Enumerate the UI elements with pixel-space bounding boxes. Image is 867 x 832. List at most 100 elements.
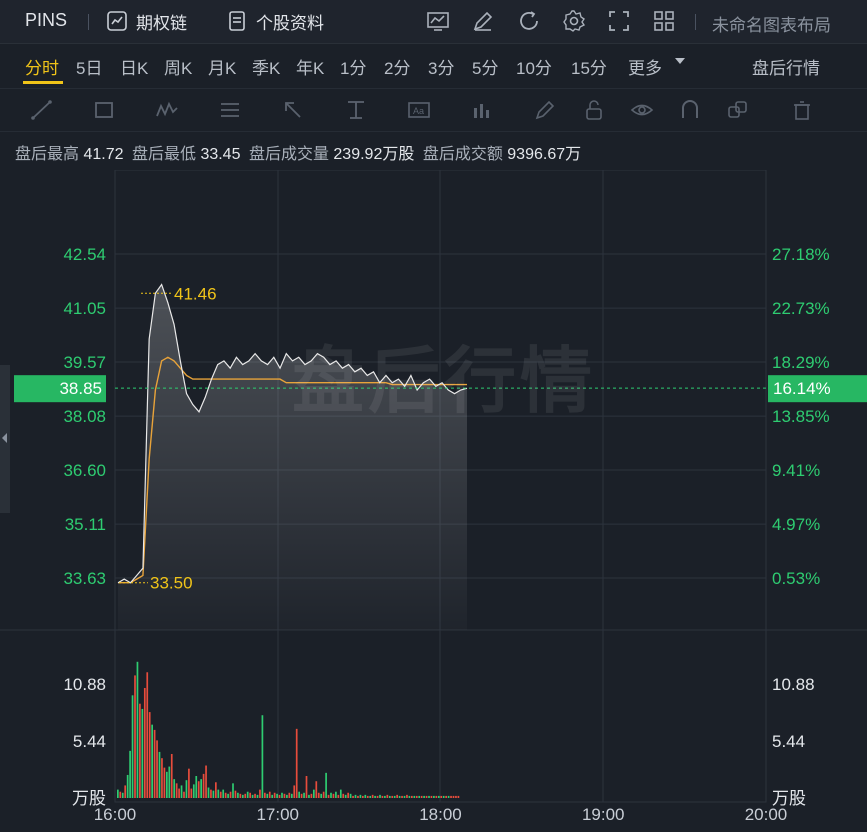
volume-bar [442, 795, 445, 798]
volume-bar [420, 795, 423, 798]
tab-period-7[interactable]: 1分 [340, 59, 367, 78]
time-tick-label: 17:00 [256, 805, 299, 824]
price-tick-label: 35.11 [65, 515, 106, 534]
volume-bar [335, 791, 337, 798]
volume-bar [388, 795, 391, 798]
rectangle-icon[interactable] [92, 98, 116, 122]
tab-period-6[interactable]: 年K [296, 59, 325, 78]
volume-bar [430, 795, 433, 798]
volume-bar [398, 795, 401, 798]
volume-bar [219, 791, 222, 798]
volume-bar [185, 780, 188, 798]
arrow-tool-icon[interactable] [281, 98, 305, 122]
price-tick-label: 38.08 [63, 407, 106, 426]
percent-tick-label: 0.53% [772, 569, 820, 588]
volume-value: 239.92万股 [333, 146, 415, 163]
volume-bar [227, 793, 229, 798]
trend-line-icon[interactable] [30, 98, 54, 122]
tab-period-11[interactable]: 10分 [516, 59, 552, 78]
ticker-symbol[interactable]: PINS [25, 10, 68, 30]
volume-bar [437, 795, 440, 798]
wave-pattern-icon[interactable] [155, 98, 179, 122]
amount-label: 盘后成交额 [422, 146, 503, 163]
high-value: 41.72 [83, 146, 124, 163]
volume-bar [153, 729, 156, 798]
side-panel-toggle[interactable] [0, 365, 10, 513]
tab-period-5[interactable]: 季K [252, 59, 281, 78]
top-toolbar: PINS 期权链 个股资料 未命名图表布局 [0, 0, 867, 44]
tab-period-3[interactable]: 周K [164, 59, 193, 78]
volume-bar [371, 794, 374, 798]
eye-icon[interactable] [630, 98, 654, 122]
low-marker-label: 33.50 [150, 574, 193, 593]
volume-bar [173, 779, 176, 798]
stock-info-button[interactable]: 个股资料 [226, 8, 324, 34]
volume-bar [447, 795, 450, 798]
settings-gear-icon[interactable] [562, 9, 586, 33]
volume-bar [256, 794, 259, 798]
fullscreen-icon[interactable] [607, 9, 631, 33]
tab-period-9[interactable]: 3分 [428, 59, 455, 78]
tab-period-13[interactable]: 更多 [628, 59, 662, 78]
percent-tick-label: 9.41% [772, 461, 820, 480]
text-tool-icon[interactable]: Aa [407, 98, 431, 122]
tab-period-12[interactable]: 15分 [571, 59, 607, 78]
volume-bar [452, 795, 455, 798]
layout-grid-icon[interactable] [652, 9, 676, 33]
volume-bar [337, 794, 340, 798]
divider [88, 14, 89, 30]
measure-icon[interactable] [344, 98, 368, 122]
indicator-chart-icon[interactable] [426, 9, 450, 33]
watermark: 盘后行情 [292, 342, 597, 422]
fibonacci-icon[interactable] [218, 98, 242, 122]
volume-bar [131, 695, 134, 798]
trash-icon[interactable] [790, 98, 814, 122]
volume-bar [320, 793, 323, 798]
magnet-icon[interactable] [678, 98, 702, 122]
volume-bar [359, 794, 362, 798]
refresh-icon[interactable] [517, 9, 541, 33]
volume-bar [298, 791, 300, 798]
edit-icon[interactable] [471, 9, 495, 33]
volume-bar [168, 766, 171, 798]
volume-bar [322, 791, 325, 798]
volume-bar [163, 767, 166, 798]
tab-period-1[interactable]: 5日 [76, 59, 103, 78]
amount-value: 9396.67万 [507, 146, 582, 163]
chevron-left-icon [2, 433, 7, 443]
tab-period-10[interactable]: 5分 [472, 59, 499, 78]
volume-bar [457, 795, 460, 798]
volume-bars-icon[interactable] [470, 98, 494, 122]
lock-icon[interactable] [582, 98, 606, 122]
volume-bar [207, 787, 210, 798]
volume-bar [158, 751, 161, 798]
after-hours-dropdown[interactable]: 盘后行情 [752, 59, 820, 78]
volume-bar [178, 788, 180, 798]
time-tick-label: 18:00 [419, 805, 462, 824]
volume-bar [170, 753, 173, 798]
volume-bar [369, 795, 372, 798]
volume-bar [266, 793, 269, 798]
volume-bar [246, 791, 249, 798]
chart-layout-name[interactable]: 未命名图表布局 [712, 16, 831, 35]
volume-bar [342, 793, 345, 798]
tab-period-4[interactable]: 月K [208, 59, 237, 78]
layers-icon[interactable] [726, 98, 750, 122]
volume-bar [327, 794, 330, 798]
volume-bar [396, 794, 398, 798]
tab-period-0[interactable]: 分时 [25, 59, 59, 78]
options-chain-button[interactable]: 期权链 [106, 8, 187, 34]
tab-period-2[interactable]: 日K [120, 59, 149, 78]
chevron-down-icon[interactable] [675, 58, 685, 64]
volume-bar [117, 789, 119, 798]
volume-tick-label: 5.44 [73, 732, 106, 751]
high-marker-label: 41.46 [174, 284, 217, 303]
volume-bar [124, 785, 127, 798]
intraday-chart[interactable]: 42.54 27.18% 41.05 22.73% 39.57 18.29% 38.08 13… [0, 170, 867, 832]
volume-bar [408, 795, 411, 798]
price-tick-label: 33.63 [63, 569, 106, 588]
volume-bar [195, 775, 198, 798]
pencil-icon[interactable] [533, 98, 557, 122]
percent-tick-label: 4.97% [772, 515, 820, 534]
tab-period-8[interactable]: 2分 [384, 59, 411, 78]
